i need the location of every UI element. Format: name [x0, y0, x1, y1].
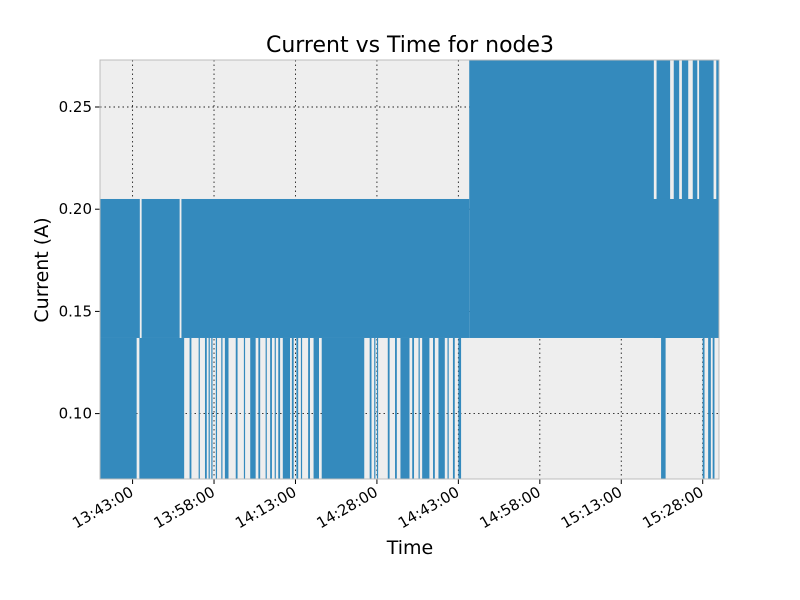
series-dip-30 — [400, 337, 410, 479]
series-current — [100, 60, 719, 479]
series-band-2 — [653, 198, 703, 338]
series-gap-upper-1 — [670, 60, 674, 199]
x-tick-label-3: 14:28:00 — [314, 483, 381, 532]
series-gap-upper-4 — [697, 60, 700, 199]
plot-frame — [99, 59, 720, 480]
series-dip-7 — [215, 337, 218, 479]
series-dip-8 — [221, 337, 223, 479]
series-gap-upper-2 — [679, 60, 682, 199]
series-dip-28 — [387, 337, 390, 479]
y-tick-label-0: 0.10 — [59, 405, 92, 423]
series-dip-9 — [224, 337, 229, 479]
series-dip-40 — [702, 337, 705, 479]
series-dip-22 — [308, 337, 310, 479]
series-dip-18 — [282, 337, 291, 479]
series-dip-11 — [243, 337, 246, 479]
series-dip-15 — [270, 337, 272, 479]
series-gap-upper-5 — [713, 60, 717, 199]
y-tick-label-1: 0.15 — [59, 302, 92, 320]
series-dip-26 — [374, 337, 376, 479]
series-dip-35 — [438, 337, 445, 479]
series-gap-upper-3 — [688, 60, 693, 199]
series-dip-25 — [369, 337, 372, 479]
y-tick-label-2: 0.20 — [59, 200, 92, 218]
series-dip-23 — [313, 337, 320, 479]
series-dip-31 — [412, 337, 415, 479]
x-tick-label-6: 15:13:00 — [558, 483, 625, 532]
series-dip-38 — [458, 337, 462, 479]
x-tick-label-5: 14:58:00 — [476, 483, 543, 532]
x-tick-label-1: 13:58:00 — [151, 483, 218, 532]
series-dip-3 — [198, 337, 200, 479]
chart-title: Current vs Time for node3 — [266, 33, 554, 58]
x-tick-label-7: 15:28:00 — [639, 483, 706, 532]
series-dip-0 — [100, 337, 137, 479]
series-dip-13 — [258, 337, 261, 479]
x-axis-label: Time — [386, 537, 434, 559]
series-gap-upper-0 — [653, 60, 657, 199]
series-dip-16 — [274, 337, 276, 479]
series-dip-29 — [395, 337, 397, 479]
series-dip-32 — [418, 337, 420, 479]
series-dip-12 — [250, 337, 256, 479]
series-dip-41 — [708, 337, 711, 479]
series-dip-1 — [139, 337, 185, 479]
series-dip-5 — [208, 337, 210, 479]
x-tick-label-0: 13:43:00 — [69, 483, 136, 532]
series-dip-37 — [452, 337, 455, 479]
series-dip-36 — [447, 337, 449, 479]
y-tick-label-3: 0.25 — [59, 98, 92, 116]
x-tick-label-2: 14:13:00 — [232, 483, 299, 532]
series-dip-42 — [712, 337, 715, 479]
series-dip-14 — [265, 337, 267, 479]
series-dip-34 — [433, 337, 435, 479]
series-dip-19 — [291, 337, 294, 479]
series-band-0 — [100, 198, 470, 338]
series-dip-33 — [422, 337, 430, 479]
series-dip-27 — [376, 337, 379, 479]
series-dip-2 — [189, 337, 192, 479]
x-tick-label-4: 14:43:00 — [395, 483, 462, 532]
y-axis-label: Current (A) — [31, 217, 53, 322]
series-dip-24 — [321, 337, 365, 479]
series-dip-17 — [278, 337, 281, 479]
series-dip-4 — [204, 337, 207, 479]
series-dip-10 — [235, 337, 238, 479]
series-gap-lower-1 — [179, 198, 182, 338]
series-dip-39 — [661, 337, 666, 479]
series-dip-20 — [296, 337, 299, 479]
series-dip-6 — [211, 337, 213, 479]
series-gap-lower-0 — [139, 198, 142, 338]
series-dip-21 — [300, 337, 303, 479]
